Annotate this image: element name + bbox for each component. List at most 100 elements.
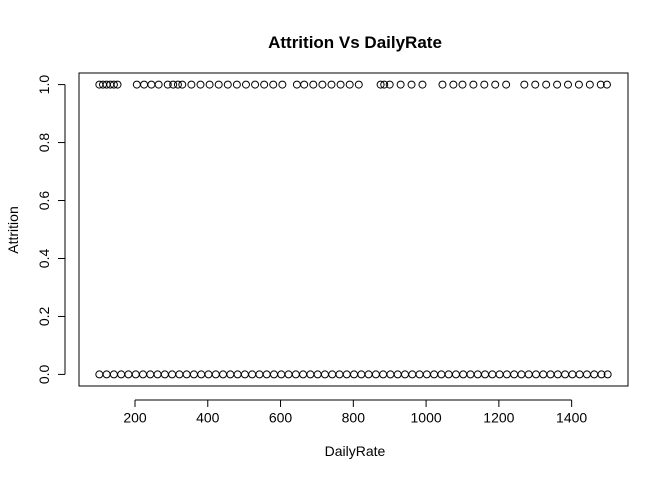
- point: [596, 80, 605, 89]
- point: [561, 370, 570, 379]
- point: [241, 80, 250, 89]
- point: [320, 370, 329, 379]
- point: [380, 80, 389, 89]
- point: [300, 80, 309, 89]
- point: [313, 370, 322, 379]
- point: [422, 370, 431, 379]
- point: [189, 370, 198, 379]
- point: [407, 80, 416, 89]
- y-tick-label: 0.2: [36, 307, 52, 327]
- point: [140, 80, 149, 89]
- point: [223, 80, 232, 89]
- point: [502, 80, 511, 89]
- point: [168, 370, 177, 379]
- point: [495, 370, 504, 379]
- point: [510, 370, 519, 379]
- point: [385, 80, 394, 89]
- y-tick-label: 0.0: [36, 364, 52, 384]
- point: [473, 370, 482, 379]
- point: [153, 370, 162, 379]
- point: [124, 370, 133, 379]
- x-tick-label: 200: [123, 410, 147, 426]
- point: [291, 370, 300, 379]
- point: [539, 370, 548, 379]
- point: [451, 370, 460, 379]
- point: [251, 80, 260, 89]
- x-axis-label: DailyRate: [325, 443, 386, 459]
- point: [109, 370, 118, 379]
- point: [469, 80, 478, 89]
- point: [147, 80, 156, 89]
- point: [255, 370, 264, 379]
- point: [277, 370, 286, 379]
- point: [379, 370, 388, 379]
- point: [187, 80, 196, 89]
- point: [574, 80, 583, 89]
- point: [284, 370, 293, 379]
- point: [146, 370, 155, 379]
- point: [240, 370, 249, 379]
- point: [139, 370, 148, 379]
- point: [197, 370, 206, 379]
- point: [531, 370, 540, 379]
- point: [95, 370, 104, 379]
- point: [597, 370, 606, 379]
- point: [160, 370, 169, 379]
- point: [590, 370, 599, 379]
- point: [232, 80, 241, 89]
- point: [371, 370, 380, 379]
- point: [269, 370, 278, 379]
- point: [113, 80, 122, 89]
- point: [481, 370, 490, 379]
- point: [396, 80, 405, 89]
- x-tick-label: 1400: [556, 410, 587, 426]
- point: [491, 80, 500, 89]
- point: [480, 80, 489, 89]
- point: [336, 80, 345, 89]
- point: [233, 370, 242, 379]
- point: [131, 370, 140, 379]
- point: [488, 370, 497, 379]
- point: [568, 370, 577, 379]
- point: [248, 370, 257, 379]
- x-tick-label: 600: [269, 410, 293, 426]
- point: [603, 370, 612, 379]
- point: [563, 80, 572, 89]
- point: [169, 80, 178, 89]
- point: [154, 80, 163, 89]
- point: [354, 80, 363, 89]
- point: [553, 370, 562, 379]
- point: [117, 370, 126, 379]
- point: [182, 370, 191, 379]
- point: [109, 80, 118, 89]
- point: [214, 80, 223, 89]
- point: [418, 80, 427, 89]
- point: [357, 370, 366, 379]
- point: [575, 370, 584, 379]
- point: [226, 370, 235, 379]
- point: [400, 370, 409, 379]
- point: [269, 80, 278, 89]
- point: [542, 80, 551, 89]
- y-tick-label: 0.8: [36, 133, 52, 153]
- point: [582, 370, 591, 379]
- point: [585, 80, 594, 89]
- point: [430, 370, 439, 379]
- point: [553, 80, 562, 89]
- point: [175, 370, 184, 379]
- point: [458, 80, 467, 89]
- point: [393, 370, 402, 379]
- x-tick-label: 1000: [411, 410, 442, 426]
- point: [173, 80, 182, 89]
- point: [345, 80, 354, 89]
- point: [364, 370, 373, 379]
- point: [205, 80, 214, 89]
- point: [342, 370, 351, 379]
- point: [335, 370, 344, 379]
- point: [292, 80, 301, 89]
- point: [444, 370, 453, 379]
- point: [178, 80, 187, 89]
- y-tick-label: 0.6: [36, 191, 52, 211]
- point: [502, 370, 511, 379]
